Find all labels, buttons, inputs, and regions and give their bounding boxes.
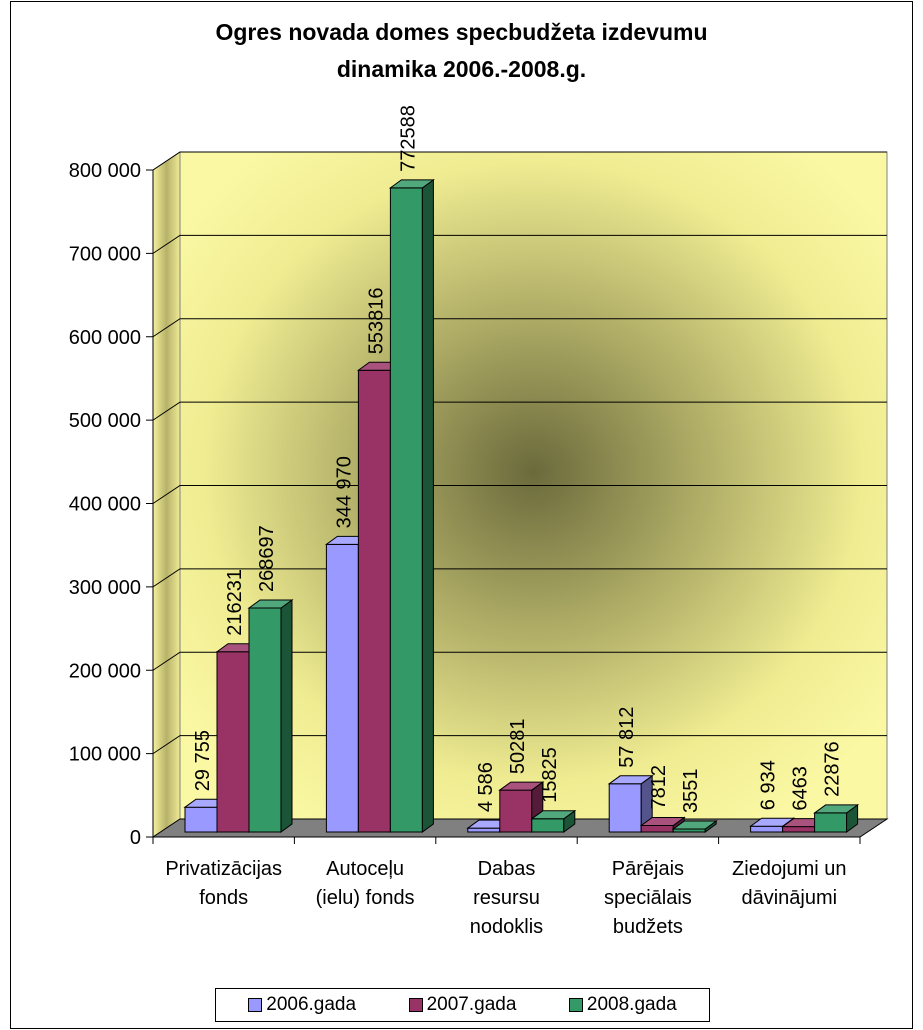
data-label: 57 812 [616, 707, 638, 768]
x-tick-label: Privatizācijas [165, 858, 282, 880]
gridline [152, 234, 887, 254]
bar-top [530, 810, 577, 820]
bar-top [671, 820, 718, 830]
y-tick-label: 600 000 [69, 327, 141, 349]
gridline [152, 651, 887, 671]
bar-front [467, 827, 501, 833]
chart-title: Ogres novada domes specbudžeta izdevumu … [0, 14, 923, 88]
x-tick-label: budžets [613, 916, 683, 938]
data-label: 50281 [507, 718, 529, 774]
bar-top [607, 775, 654, 785]
data-label: 6463 [790, 766, 812, 811]
y-tick-label: 200 000 [69, 660, 141, 682]
data-label: 7812 [648, 765, 670, 810]
data-label: 216231 [224, 569, 246, 636]
bar-front [325, 543, 359, 833]
bar-2-3 [671, 820, 718, 833]
bar-front [184, 806, 218, 833]
bar-front [216, 651, 250, 833]
legend-swatch-2006 [248, 998, 263, 1012]
chart-title-line-2: dinamika 2006.-2008.g. [336, 56, 587, 82]
legend-item-2008: 2008.gada [568, 994, 677, 1016]
bar-front [531, 818, 565, 833]
legend-item-2007: 2007.gada [408, 994, 517, 1016]
bar-2-1 [388, 178, 435, 833]
bar-front [499, 789, 533, 833]
bar-0-3 [607, 774, 654, 833]
bar-front [750, 825, 784, 833]
legend-label-2006: 2006.gada [266, 994, 357, 1015]
x-tick-label: Pārējais [612, 858, 684, 880]
legend-label-2008: 2008.gada [586, 994, 677, 1015]
chart-legend: 2006.gada 2007.gada 2008.gada [215, 988, 710, 1022]
x-tick-label: Autoceļu [326, 858, 404, 880]
data-label: 6 934 [758, 760, 780, 810]
legend-swatch-2007 [408, 998, 423, 1012]
bar-top [813, 804, 860, 814]
x-tick-label: speciālais [604, 887, 692, 909]
data-label: 344 970 [333, 456, 355, 528]
gridline [152, 151, 887, 171]
chart-title-line-1: Ogres novada domes specbudžeta izdevumu [215, 19, 708, 45]
gridline [152, 735, 887, 755]
gridline [152, 485, 887, 504]
data-label: 4 586 [475, 762, 497, 812]
legend-label-2007: 2007.gada [426, 994, 517, 1015]
gridline [152, 568, 887, 588]
bar-top [388, 179, 435, 189]
bar-front [608, 783, 642, 833]
x-tick-label: Ziedojumi un [732, 858, 847, 880]
bar-side [421, 178, 434, 833]
y-tick-label: 800 000 [69, 160, 141, 182]
bar-front [782, 826, 816, 833]
data-label: 29 755 [192, 730, 214, 791]
bar-2-4 [813, 803, 860, 833]
data-label: 22876 [822, 741, 844, 797]
legend-swatch-2008 [568, 998, 583, 1012]
bar-top [498, 781, 545, 791]
bar-2-2 [530, 809, 577, 833]
legend-item-2006: 2006.gada [248, 994, 356, 1016]
bar-top [639, 816, 686, 826]
data-label: 3551 [680, 769, 702, 814]
bar-top [247, 599, 294, 609]
y-tick-label: 300 000 [69, 577, 141, 599]
x-tick-label: dāvinājumi [741, 887, 837, 909]
data-label: 15825 [539, 747, 561, 803]
gridline [152, 401, 887, 421]
gridline [152, 318, 887, 338]
x-tick-label: nodoklis [470, 916, 543, 938]
data-label: 268697 [256, 525, 278, 592]
bar-front [357, 369, 391, 833]
y-tick-label: 400 000 [69, 494, 141, 516]
y-tick-label: 100 000 [69, 744, 141, 766]
y-tick-label: 0 [130, 827, 141, 849]
x-tick-label: fonds [199, 887, 248, 909]
data-label: 553816 [365, 288, 387, 355]
bar-2-0 [247, 598, 294, 833]
bar-side [280, 598, 293, 833]
x-tick-label: resursu [473, 887, 540, 909]
data-label: 772588 [397, 105, 419, 172]
x-tick-label: (ielu) fonds [316, 887, 415, 909]
y-tick-label: 500 000 [69, 410, 141, 432]
bar-front [640, 824, 674, 833]
bar-front [814, 812, 848, 833]
bar-front [248, 607, 282, 833]
bar-front [389, 187, 423, 833]
x-tick-label: Dabas [478, 858, 536, 880]
y-tick-label: 700 000 [69, 243, 141, 265]
